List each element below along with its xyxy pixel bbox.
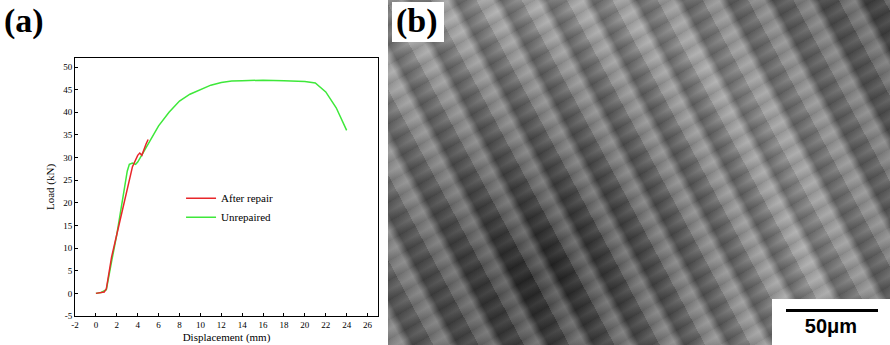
html-text:(a): (a) xyxy=(4,2,44,39)
svg-text:40: 40 xyxy=(63,107,73,117)
svg-text:0: 0 xyxy=(68,289,73,299)
svg-text:45: 45 xyxy=(63,85,73,95)
svg-text:5: 5 xyxy=(68,266,73,276)
svg-text:2: 2 xyxy=(115,320,120,330)
svg-text:After repair: After repair xyxy=(221,192,273,204)
html-text:(b): (b) xyxy=(396,2,438,39)
svg-text:35: 35 xyxy=(63,130,73,140)
svg-text:18: 18 xyxy=(279,320,289,330)
svg-text:10: 10 xyxy=(63,243,73,253)
svg-text:0: 0 xyxy=(94,320,99,330)
svg-text:Unrepaired: Unrepaired xyxy=(221,211,271,223)
svg-text:30: 30 xyxy=(63,153,73,163)
svg-text:12: 12 xyxy=(217,320,226,330)
svg-text:6: 6 xyxy=(156,320,161,330)
svg-text:50: 50 xyxy=(63,62,73,72)
svg-text:8: 8 xyxy=(177,320,182,330)
svg-text:25: 25 xyxy=(63,175,73,185)
svg-text:Displacement (mm): Displacement (mm) xyxy=(183,331,271,344)
svg-text:-5: -5 xyxy=(65,311,73,321)
svg-text:24: 24 xyxy=(342,320,352,330)
svg-text:20: 20 xyxy=(63,198,73,208)
svg-text:14: 14 xyxy=(238,320,248,330)
svg-text:22: 22 xyxy=(321,320,330,330)
svg-text:15: 15 xyxy=(63,221,73,231)
svg-text:20: 20 xyxy=(300,320,310,330)
svg-text:26: 26 xyxy=(363,320,373,330)
svg-text:16: 16 xyxy=(259,320,269,330)
svg-text:10: 10 xyxy=(196,320,206,330)
svg-text:-2: -2 xyxy=(71,320,79,330)
svg-text:Load (kN): Load (kN) xyxy=(44,164,57,210)
svg-text:4: 4 xyxy=(135,320,140,330)
html-text:50μm: 50μm xyxy=(804,315,858,337)
